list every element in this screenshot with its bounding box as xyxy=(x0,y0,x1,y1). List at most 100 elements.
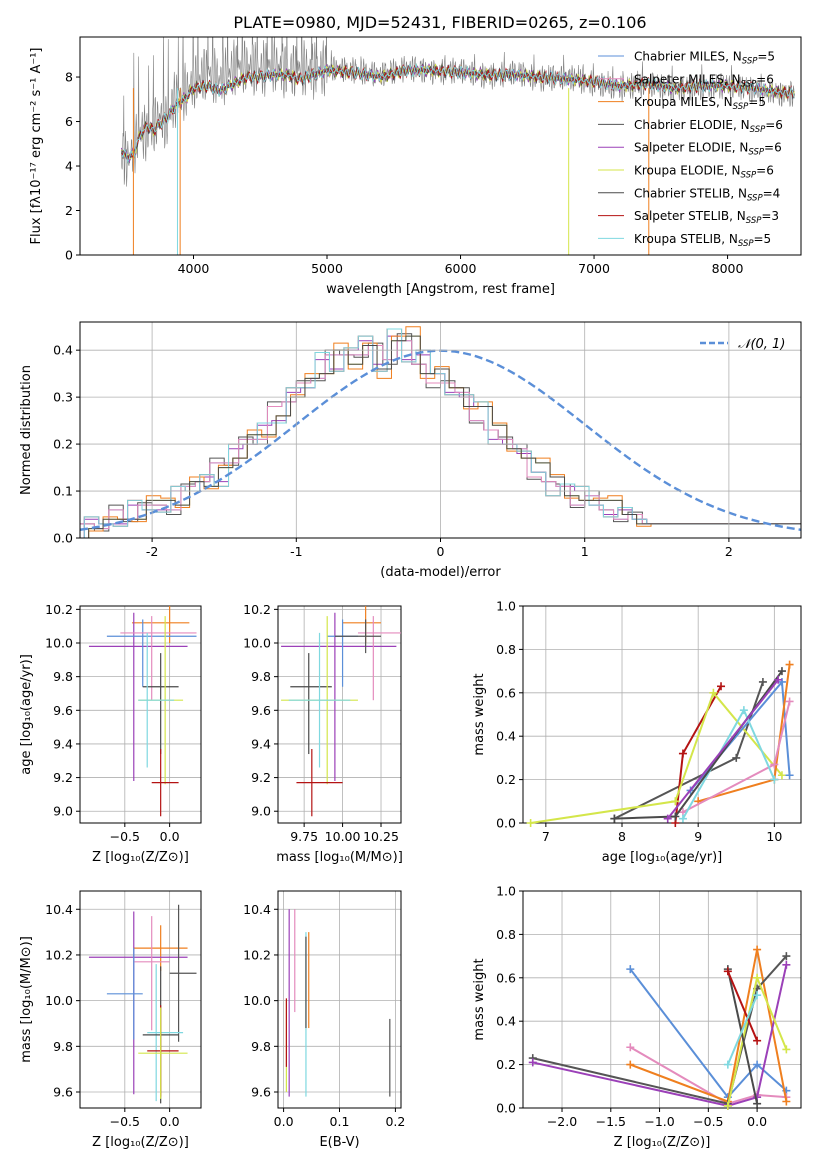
y-tick-label: 0.6 xyxy=(496,685,516,700)
series-marker xyxy=(758,677,767,686)
series-marker xyxy=(526,819,535,827)
x-axis-label: Z [log₁₀(Z/Z⊙)] xyxy=(92,1135,189,1150)
y-tick-label: 9.6 xyxy=(251,1085,271,1100)
y-tick-label: 0.0 xyxy=(496,1101,516,1116)
series-marker xyxy=(671,812,680,821)
data-point-kroupa-elodie xyxy=(138,1007,188,1099)
x-axis-label: age [log₁₀(age/yr)] xyxy=(602,850,723,865)
y-tick-label: 0.0 xyxy=(53,531,73,546)
y-tick-label: 0 xyxy=(65,248,73,263)
x-tick-label: 7 xyxy=(542,829,550,844)
series-marker xyxy=(774,675,783,684)
residuals-plot xyxy=(80,326,801,538)
data-point-kroupa-miles xyxy=(131,606,190,644)
axes-frame xyxy=(79,321,802,539)
legend-entry: 𝒩(0, 1) xyxy=(738,337,785,352)
figure-title: PLATE=0980, MJD=52431, FIBERID=0265, z=0… xyxy=(233,13,646,32)
series-line-salpeter-elodie xyxy=(666,679,779,820)
series-marker xyxy=(753,1036,762,1045)
y-tick-label: 9.6 xyxy=(251,703,271,718)
y-tick-label: 4 xyxy=(65,159,73,174)
x-tick-label: −1.5 xyxy=(596,1114,626,1129)
series-marker xyxy=(770,775,779,784)
x-tick-label: 1 xyxy=(581,544,589,559)
series-marker xyxy=(610,814,619,823)
y-tick-label: 9.0 xyxy=(53,804,73,819)
data-point-chabrier-stelib xyxy=(290,653,332,755)
axes-frame xyxy=(277,890,402,1109)
axes-frame xyxy=(522,890,802,1109)
histogram-chabrier-stelib xyxy=(88,335,801,538)
legend-entry: Chabrier STELIB, NSSP=4 xyxy=(634,186,780,203)
x-tick-label: −0.5 xyxy=(110,829,140,844)
histogram-kroupa-stelib xyxy=(83,328,801,538)
series-marker xyxy=(753,1060,762,1069)
y-axis-label: age [log₁₀(age/yr)] xyxy=(19,654,34,775)
series-marker xyxy=(626,1060,635,1069)
x-axis-label: (data-model)/error xyxy=(380,565,501,580)
y-tick-label: 10.4 xyxy=(45,902,73,917)
y-tick-label: 10.2 xyxy=(45,602,73,617)
x-tick-label: 8000 xyxy=(712,261,744,276)
series-line-salpeter-elodie xyxy=(532,964,788,1107)
y-axis-label: mass [log₁₀(M/M⊙)] xyxy=(19,936,34,1063)
y-tick-label: 0.3 xyxy=(53,390,73,405)
series-line-kroupa-elodie xyxy=(530,690,783,824)
y-tick-label: 0.4 xyxy=(53,343,73,358)
x-tick-label: 0.0 xyxy=(274,1114,294,1129)
observed-spectrum xyxy=(121,37,795,187)
legend-entry: Chabrier MILES, NSSP=5 xyxy=(634,50,775,67)
series-marker xyxy=(785,771,794,780)
x-tick-label: 10 xyxy=(766,829,782,844)
series-line-salpeter-miles xyxy=(629,1046,787,1105)
data-point-salpeter-elodie xyxy=(88,911,188,1095)
y-tick-label: 10.4 xyxy=(243,902,271,917)
series-marker xyxy=(785,697,794,706)
series-marker xyxy=(739,706,748,715)
y-tick-label: 1.0 xyxy=(496,599,516,614)
y-tick-label: 9.8 xyxy=(53,669,73,684)
legend-entry: Kroupa ELODIE, NSSP=6 xyxy=(634,164,774,181)
series-line-kroupa-miles xyxy=(629,949,788,1103)
data-point-kroupa-stelib xyxy=(138,632,175,768)
y-tick-label: 9.8 xyxy=(251,1039,271,1054)
model-spectrum-kroupa-stelib xyxy=(121,62,795,164)
y-tick-label: 0.1 xyxy=(53,484,73,499)
series-marker xyxy=(678,814,687,823)
x-tick-label: 7000 xyxy=(578,261,610,276)
series-marker xyxy=(770,760,779,769)
data-point-chabrier-stelib xyxy=(142,653,179,755)
x-tick-label: 0.0 xyxy=(160,1114,180,1129)
data-point-salpeter-miles xyxy=(133,916,170,1031)
legend-entry: Chabrier ELODIE, NSSP=6 xyxy=(634,118,783,135)
series-marker xyxy=(626,1043,635,1052)
data-point-salpeter-elodie xyxy=(88,612,188,781)
data-point-chabrier-elodie xyxy=(334,619,382,654)
x-tick-label: 6000 xyxy=(445,261,477,276)
x-tick-label: 10.00 xyxy=(325,829,361,844)
x-axis-label: E(B-V) xyxy=(319,1135,359,1150)
x-tick-label: 0.0 xyxy=(747,1114,767,1129)
y-tick-label: 0.4 xyxy=(496,1014,516,1029)
y-axis-label: mass weight xyxy=(472,958,487,1040)
x-axis-label: wavelength [Angstrom, rest frame] xyxy=(326,282,555,297)
y-tick-label: 9.2 xyxy=(53,770,73,785)
y-tick-label: 2 xyxy=(65,203,73,218)
x-tick-label: 8 xyxy=(618,829,626,844)
x-axis-label: mass [log₁₀(M/M⊙)] xyxy=(276,850,403,865)
x-tick-label: 2 xyxy=(725,544,733,559)
axes-frame xyxy=(79,605,202,824)
legend-entry: Kroupa MILES, NSSP=5 xyxy=(634,95,766,112)
series-marker xyxy=(723,1101,732,1110)
series-marker xyxy=(777,667,786,676)
x-tick-label: −1.0 xyxy=(644,1114,674,1129)
x-tick-label: 10.25 xyxy=(363,829,399,844)
data-point-chabrier-elodie xyxy=(169,904,197,1042)
series-marker xyxy=(717,682,726,691)
y-tick-label: 10.0 xyxy=(45,993,73,1008)
x-tick-label: −0.5 xyxy=(693,1114,723,1129)
series-marker xyxy=(663,814,672,823)
data-point-salpeter-stelib xyxy=(151,748,179,817)
y-axis-label: Flux [fλ10⁻¹⁷ erg cm⁻² s⁻¹ A⁻¹] xyxy=(29,48,44,245)
